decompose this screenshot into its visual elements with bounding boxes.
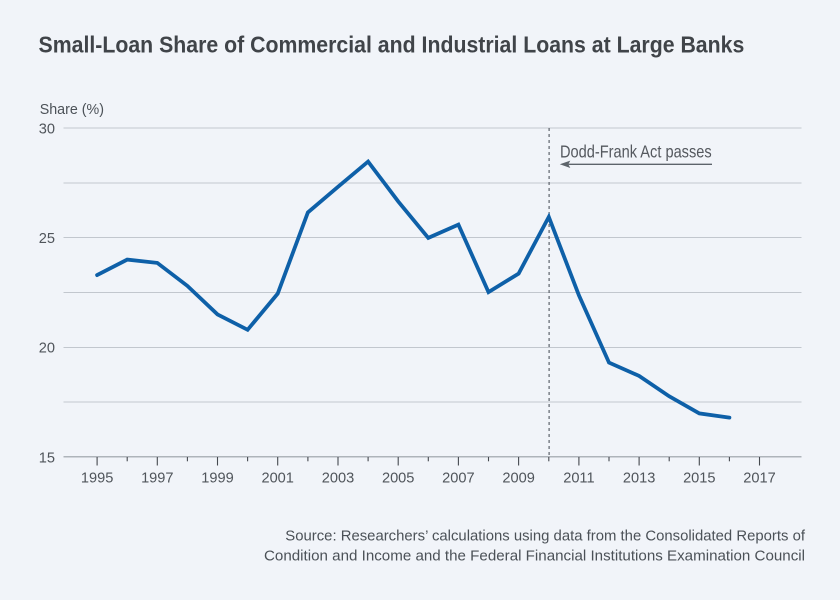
svg-text:1999: 1999 xyxy=(201,471,233,487)
svg-text:2015: 2015 xyxy=(683,471,715,487)
svg-text:2007: 2007 xyxy=(442,471,474,487)
svg-text:2001: 2001 xyxy=(261,471,293,487)
svg-text:Share (%): Share (%) xyxy=(40,101,104,118)
svg-text:2013: 2013 xyxy=(623,471,655,487)
svg-text:2003: 2003 xyxy=(322,471,354,487)
svg-text:15: 15 xyxy=(39,450,55,466)
svg-text:2009: 2009 xyxy=(502,471,534,487)
svg-text:30: 30 xyxy=(39,121,55,137)
svg-text:1995: 1995 xyxy=(81,471,113,487)
svg-text:2011: 2011 xyxy=(563,471,594,487)
svg-text:Small-Loan Share of Commercial: Small-Loan Share of Commercial and Indus… xyxy=(39,32,745,58)
svg-text:Condition and Income and the F: Condition and Income and the Federal Fin… xyxy=(264,548,805,564)
svg-text:25: 25 xyxy=(39,231,55,247)
svg-text:2005: 2005 xyxy=(382,471,414,487)
svg-text:Dodd-Frank Act passes: Dodd-Frank Act passes xyxy=(560,142,712,162)
svg-text:1997: 1997 xyxy=(141,471,173,487)
svg-text:Source: Researchers’ calculati: Source: Researchers’ calculations using … xyxy=(285,528,806,544)
svg-text:20: 20 xyxy=(39,341,55,357)
svg-text:2017: 2017 xyxy=(743,471,775,487)
